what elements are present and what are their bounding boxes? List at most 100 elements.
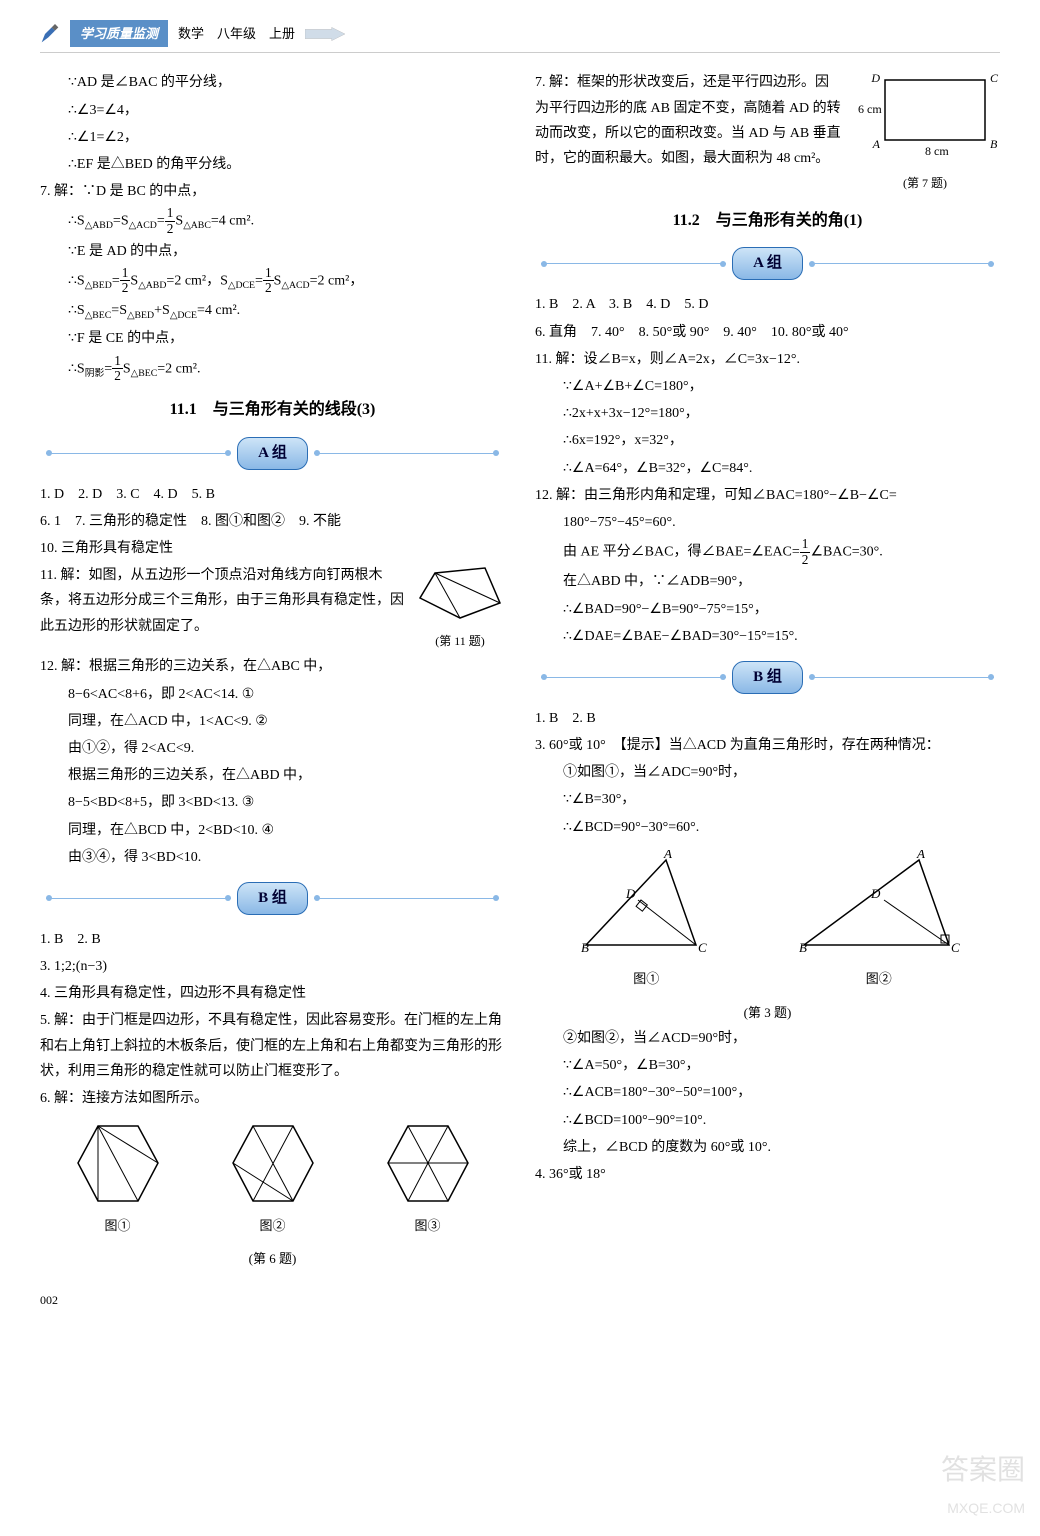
t: 1 (263, 266, 274, 282)
group-b-badge: B 组 (535, 661, 1000, 694)
t: 1 (120, 266, 131, 282)
t: △BED (85, 280, 112, 291)
text: 由 AE 平分∠BAC，得∠BAE=∠EAC=12∠BAC=30°. (535, 537, 1000, 567)
svg-text:A: A (916, 850, 925, 861)
caption: 图① (73, 1214, 163, 1237)
group-b-badge: B 组 (40, 882, 505, 915)
t: =4 cm². (211, 214, 254, 229)
text: ∵∠A+∠B+∠C=180°， (535, 374, 1000, 399)
t: 2 (120, 281, 131, 296)
caption: (第 7 题) (850, 173, 1000, 195)
t: △ACD (129, 220, 157, 231)
q11-block: (第 11 题) 11. 解：如图，从五边形一个顶点沿对角线方向钉两根木条，将五… (40, 563, 505, 652)
t: =S (111, 303, 127, 318)
t: 1 (800, 537, 811, 553)
badge-label: B 组 (732, 661, 803, 694)
t: △BEC (85, 310, 112, 321)
text: ∴∠BCD=90°−30°=60°. (535, 815, 1000, 840)
text: ∴∠DAE=∠BAE−∠BAD=30°−15°=15°. (535, 624, 1000, 649)
t: +S (154, 303, 170, 318)
t: =S (113, 214, 129, 229)
header-title: 学习质量监测 (70, 20, 168, 47)
text: 10. 三角形具有稳定性 (40, 536, 505, 561)
caption: (第 3 题) (535, 1001, 1000, 1024)
hexagon-row: 图① 图② 图③ (40, 1121, 505, 1237)
t: ∠BAC=30°. (810, 544, 882, 559)
caption: (第 11 题) (415, 631, 505, 653)
svg-text:B: B (990, 137, 998, 151)
text: ∵∠A=50°，∠B=30°， (535, 1053, 1000, 1078)
text: ∴S△BEC=S△BED+S△DCE=4 cm². (40, 298, 505, 324)
t: = (104, 361, 112, 376)
t: ∴S (68, 361, 85, 376)
right-column: D C A B 6 cm 8 cm (第 7 题) 7. 解：框架的形状改变后，… (535, 68, 1000, 1312)
text: ∴∠BCD=100°−90°=10°. (535, 1108, 1000, 1133)
arrow-icon (305, 25, 345, 43)
text: ∴∠BAD=90°−∠B=90°−75°=15°， (535, 597, 1000, 622)
text: 4. 三角形具有稳定性，四边形不具有稳定性 (40, 981, 505, 1006)
group-a-badge: A 组 (535, 247, 1000, 280)
text: 3. 1;2;(n−3) (40, 954, 505, 979)
t: △DCE (228, 280, 255, 291)
t: S (123, 361, 131, 376)
t: ∴S (68, 214, 85, 229)
page-number: 002 (40, 1290, 505, 1312)
page-header: 学习质量监测 数学 八年级 上册 (40, 20, 1000, 53)
svg-text:6 cm: 6 cm (858, 102, 882, 116)
t: =4 cm². (197, 303, 240, 318)
text: 11. 解：设∠B=x，则∠A=2x，∠C=3x−12°. (535, 347, 1000, 372)
text: ∵F 是 CE 的中点， (40, 326, 505, 351)
t: 阴影 (85, 368, 105, 379)
badge-label: B 组 (237, 882, 308, 915)
section-title: 11.2 与三角形有关的角(1) (535, 207, 1000, 236)
text: ∵AD 是∠BAC 的平分线， (40, 70, 505, 95)
text: ∵∠B=30°， (535, 787, 1000, 812)
t: △BEC (131, 368, 158, 379)
text: ∴S△ABD=S△ACD=12S△ABC=4 cm². (40, 206, 505, 236)
text: 1. B 2. B (40, 927, 505, 952)
text: ①如图①，当∠ADC=90°时， (535, 760, 1000, 785)
left-column: ∵AD 是∠BAC 的平分线， ∴∠3=∠4， ∴∠1=∠2， ∴EF 是△BE… (40, 68, 505, 1312)
pentagon-figure: (第 11 题) (415, 563, 505, 652)
pen-icon (40, 24, 60, 44)
text: 8−6<AC<8+6，即 2<AC<14. ① (40, 682, 505, 707)
text: 综上，∠BCD 的度数为 60°或 10°. (535, 1135, 1000, 1160)
badge-label: A 组 (732, 247, 803, 280)
t: =2 cm². (157, 361, 200, 376)
text: 由①②，得 2<AC<9. (40, 736, 505, 761)
caption: 图② (228, 1214, 318, 1237)
caption: 图③ (383, 1214, 473, 1237)
group-a-badge: A 组 (40, 437, 505, 470)
text: 在△ABD 中，∵∠ADB=90°， (535, 569, 1000, 594)
text: 6. 直角 7. 40° 8. 50°或 90° 9. 40° 10. 80°或… (535, 320, 1000, 345)
text: ∴∠1=∠2， (40, 125, 505, 150)
t: ∴S (68, 273, 85, 288)
watermark-small: MXQE.COM (941, 1496, 1025, 1521)
svg-text:C: C (951, 940, 960, 955)
t: △ABD (138, 280, 166, 291)
t: =2 cm²， (310, 273, 364, 288)
text: ∴S阴影=12S△BEC=2 cm². (40, 354, 505, 384)
text: 12. 解：根据三角形的三边关系，在△ABC 中， (40, 654, 505, 679)
section-title: 11.1 与三角形有关的线段(3) (40, 396, 505, 425)
caption: 图② (789, 967, 969, 990)
content-columns: ∵AD 是∠BAC 的平分线， ∴∠3=∠4， ∴∠1=∠2， ∴EF 是△BE… (40, 68, 1000, 1312)
text: ∵E 是 AD 的中点， (40, 239, 505, 264)
header-subject: 数学 八年级 上册 (178, 22, 295, 45)
text: 1. D 2. D 3. C 4. D 5. B (40, 482, 505, 507)
text: ∴∠ACB=180°−30°−50°=100°， (535, 1080, 1000, 1105)
watermark-big: 答案圈 (941, 1454, 1025, 1485)
svg-text:B: B (799, 940, 807, 955)
q7r-block: D C A B 6 cm 8 cm (第 7 题) 7. 解：框架的形状改变后，… (535, 70, 1000, 194)
caption: 图① (566, 967, 726, 990)
t: 1 (165, 206, 176, 222)
text: ∴6x=192°，x=32°， (535, 428, 1000, 453)
text: 同理，在△ACD 中，1<AC<9. ② (40, 709, 505, 734)
svg-text:D: D (625, 886, 636, 901)
t: 2 (263, 281, 274, 296)
t: △DCE (170, 310, 197, 321)
t: = (157, 214, 165, 229)
text: 3. 60°或 10° 【提示】当△ACD 为直角三角形时，存在两种情况： (535, 733, 1000, 758)
t: 2 (112, 369, 123, 384)
t: = (112, 273, 120, 288)
